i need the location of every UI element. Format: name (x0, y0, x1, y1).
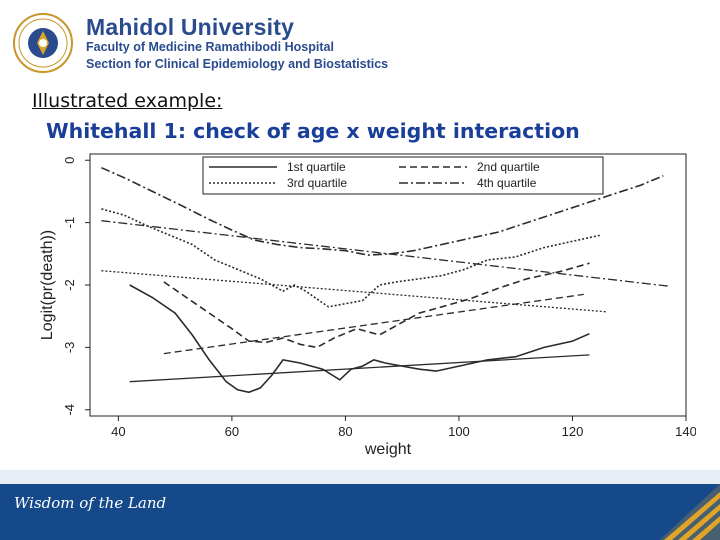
legend-box (202, 156, 604, 195)
faculty-name: Faculty of Medicine Ramathibodi Hospital (86, 40, 334, 54)
x-tick-label: 120 (562, 424, 584, 439)
interaction-line-chart: 1st quartile 2nd quartile 3rd quartile 4th … (32, 146, 696, 458)
university-seal-icon (13, 13, 73, 73)
series-line-4th-quartile-fit (101, 220, 670, 287)
x-tick-label: 40 (111, 424, 125, 439)
y-tick-label: -3 (62, 342, 77, 354)
series-line-1st-quartile-fit (129, 354, 590, 383)
chart-title: Whitehall 1: check of age x weight inter… (46, 119, 580, 143)
x-tick-label: 100 (448, 424, 470, 439)
y-axis-label: Logit(pr(death)) (39, 230, 56, 340)
series-line-3rd-quartile-fit (101, 270, 607, 313)
x-tick-label: 80 (338, 424, 352, 439)
y-tick-label: -1 (62, 217, 77, 229)
slide-footer: Wisdom of the Land (0, 484, 720, 540)
x-tick-label: 140 (675, 424, 696, 439)
section-name: Section for Clinical Epidemiology and Bi… (86, 57, 389, 71)
university-name: Mahidol University (86, 14, 295, 40)
y-tick-label: -2 (62, 279, 77, 291)
footer-light-band (0, 470, 720, 484)
series-line-3rd-quartile-lowess (101, 208, 602, 308)
legend-label: 4th quartile (477, 176, 537, 190)
legend-label: 2nd quartile (477, 160, 540, 174)
series-line-4th-quartile-lowess (101, 166, 664, 256)
y-tick-label: -4 (62, 404, 77, 416)
legend-label: 1st quartile (287, 160, 346, 174)
legend-label: 3rd quartile (287, 176, 347, 190)
gold-stripes-icon (660, 484, 720, 540)
chart-area: 1st quartile 2nd quartile 3rd quartile 4th … (32, 146, 696, 458)
x-tick-label: 60 (225, 424, 239, 439)
slide-header: Mahidol University Faculty of Medicine R… (0, 0, 720, 84)
y-tick-label: 0 (62, 157, 77, 164)
illustrated-example-label: Illustrated example: (32, 90, 223, 112)
footer-tagline: Wisdom of the Land (14, 494, 167, 512)
x-axis-label: weight (364, 441, 412, 458)
series-line-2nd-quartile-lowess (163, 262, 590, 349)
